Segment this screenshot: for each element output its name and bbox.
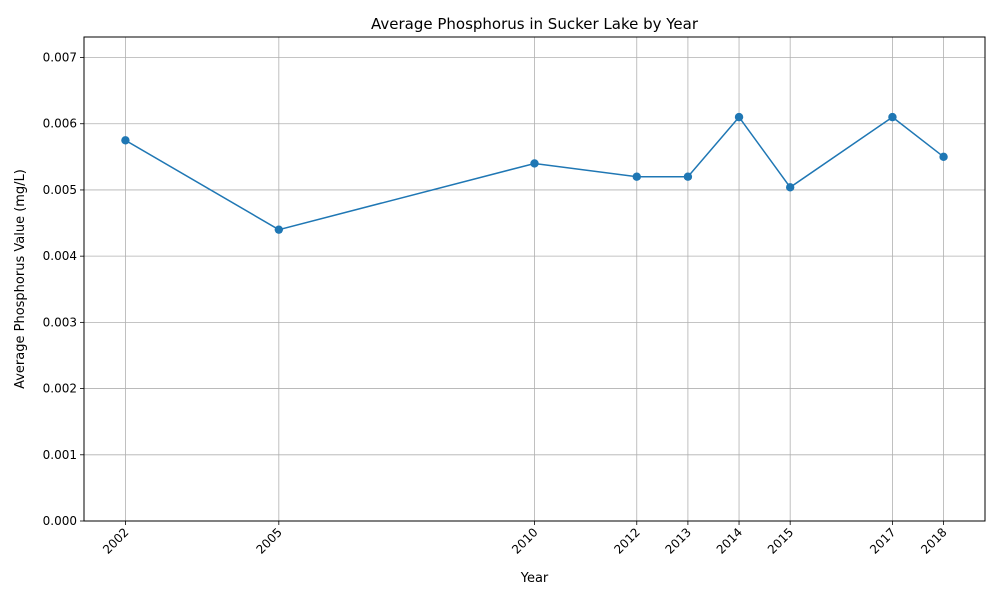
data-point	[888, 112, 897, 122]
y-axis-label: Average Phosphorus Value (mg/L)	[13, 169, 28, 389]
y-tick-label: 0.005	[43, 183, 77, 197]
data-point	[683, 172, 693, 181]
data-point	[785, 183, 795, 192]
data-point	[939, 152, 948, 162]
y-tick-label: 0.000	[43, 514, 77, 528]
y-tick-label: 0.001	[43, 448, 77, 462]
y-tick-label: 0.007	[43, 51, 77, 65]
chart-title: Average Phosphorus in Sucker Lake by Yea…	[371, 15, 699, 33]
x-axis-label: Year	[520, 571, 549, 586]
data-point	[632, 172, 641, 181]
data-point	[530, 159, 539, 168]
y-tick-label: 0.003	[43, 315, 77, 329]
data-point	[274, 225, 284, 234]
y-tick-label: 0.006	[43, 117, 77, 131]
y-tick-label: 0.002	[43, 382, 77, 396]
data-point	[121, 136, 130, 145]
data-point	[734, 112, 744, 122]
series-group	[121, 112, 948, 234]
y-tick-label: 0.004	[43, 249, 77, 263]
